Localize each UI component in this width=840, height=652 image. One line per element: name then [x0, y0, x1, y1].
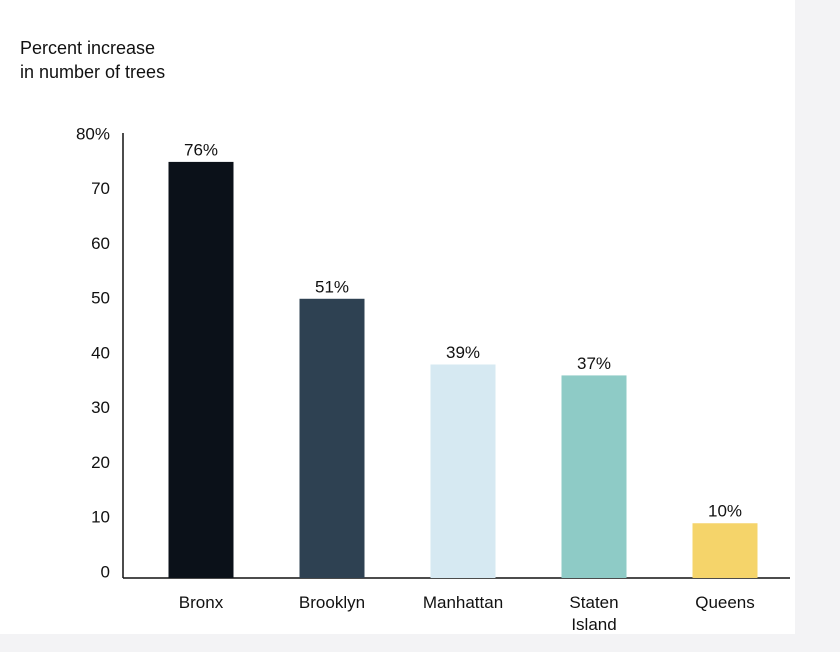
y-tick-label: 10: [91, 508, 110, 527]
y-tick-label: 50: [91, 289, 110, 308]
y-tick-label: 40: [91, 343, 110, 362]
x-tick-label: Manhattan: [423, 592, 503, 614]
bar: [561, 375, 627, 578]
x-tick-label: Brooklyn: [292, 592, 372, 614]
x-tick-label-text: Brooklyn: [298, 593, 366, 612]
x-tick-label: Queens: [685, 592, 765, 614]
value-label: 39%: [446, 343, 480, 362]
value-label: 37%: [577, 354, 611, 373]
x-tick-label: Bronx: [161, 592, 241, 614]
value-label: 76%: [184, 140, 218, 159]
y-tick-label: 70: [91, 179, 110, 198]
x-tick-label-text: Staten Island: [569, 593, 619, 634]
y-tick-label: 30: [91, 398, 110, 417]
y-tick-label: 0: [101, 562, 110, 581]
y-tick-label: 60: [91, 234, 110, 253]
chart-title: Percent increase in number of trees: [20, 38, 166, 82]
bar: [430, 364, 496, 578]
chart-panel: [0, 0, 795, 634]
bar: [299, 298, 365, 578]
bar: [168, 161, 234, 578]
x-tick-label: Staten Island: [554, 592, 634, 636]
bar: [692, 523, 758, 578]
y-tick-label: 20: [91, 453, 110, 472]
value-label: 10%: [708, 502, 742, 521]
x-tick-label-text: Manhattan: [422, 593, 504, 612]
x-tick-label-text: Bronx: [178, 593, 224, 612]
x-tick-label-text: Queens: [695, 593, 755, 612]
value-label: 51%: [315, 277, 349, 296]
y-tick-label: 80%: [76, 124, 110, 143]
